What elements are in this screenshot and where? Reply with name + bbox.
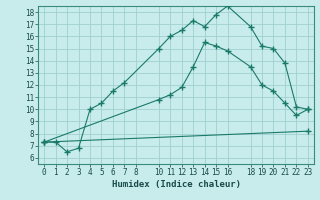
X-axis label: Humidex (Indice chaleur): Humidex (Indice chaleur) <box>111 180 241 189</box>
